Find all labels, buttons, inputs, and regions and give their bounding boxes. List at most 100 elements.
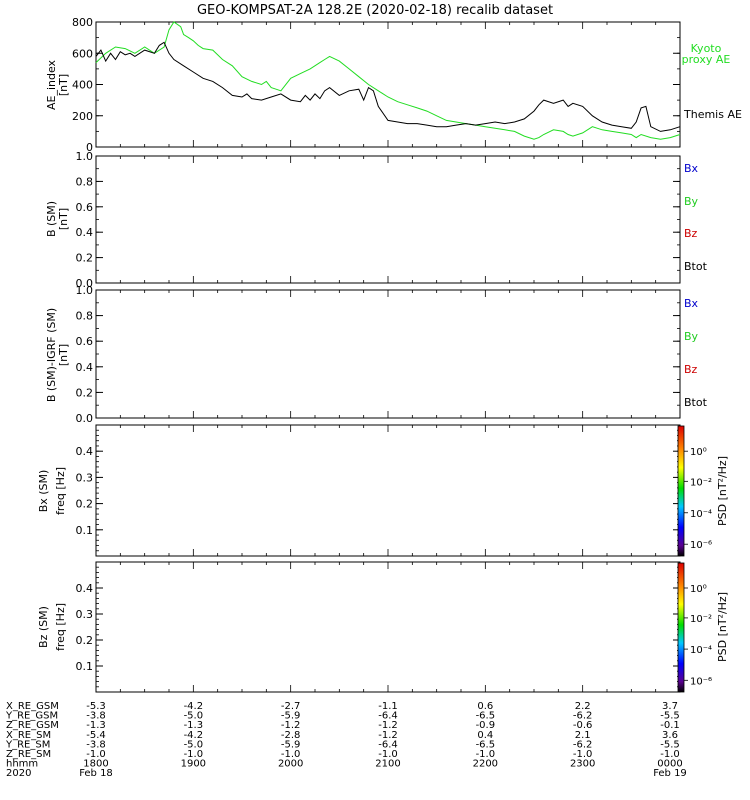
bigrf-ticks [95, 289, 681, 419]
bigrf-panel: 0.0 0.2 0.4 0.6 0.8 1.0 B (SM)-IGRF (SM) [nT]… [45, 284, 708, 425]
bsm-ytick-label: 0.4 [76, 226, 94, 239]
bxpsd-ytick-label: 0.1 [76, 524, 94, 537]
ephemeris-date-end: Feb 19 [653, 768, 687, 779]
ephemeris-value: -1.1 [378, 701, 398, 712]
bigrf-frame [95, 289, 681, 419]
bxpsd-colorbar-tick-label: 10⁰ [690, 447, 707, 458]
bigrf-legend-bx: Bx [684, 297, 699, 310]
bzpsd-colorbar-label: PSD [nT²/Hz] [716, 592, 729, 662]
bxpsd-colorbar-label: PSD [nT²/Hz] [716, 456, 729, 526]
ephemeris-value: -1.0 [86, 749, 106, 760]
ephemeris-value: -1.0 [378, 749, 398, 760]
ephemeris-value: -6.2 [573, 739, 593, 750]
ae-tick-labels: 0 200 400 600 800 [72, 16, 93, 154]
ae-frame [95, 21, 681, 148]
ephemeris-value: -1.2 [281, 720, 301, 731]
bigrf-ylabel: B (SM)-IGRF (SM) [45, 308, 58, 402]
bzpsd-ticks [95, 561, 681, 693]
ephemeris-value: -6.5 [476, 711, 496, 722]
bsm-legend-bz: Bz [684, 227, 698, 240]
ephemeris-value: -1.0 [660, 749, 680, 760]
bzpsd-ytick-label: 0.2 [76, 634, 94, 647]
ae-ytick-label: 0 [86, 141, 93, 154]
bsm-ticks [95, 155, 681, 284]
ephemeris-value: -5.9 [281, 711, 301, 722]
bigrf-ytick-label: 0.4 [76, 361, 94, 374]
ephemeris-value: -1.3 [184, 720, 204, 731]
bxpsd-colorbar-tick-label: 10⁻² [690, 477, 712, 488]
bzpsd-ytick-label: 0.4 [76, 582, 94, 595]
ae-ylabel: AE_index [45, 59, 58, 110]
ephemeris-value: -5.4 [86, 730, 106, 741]
ephemeris-value: -2.8 [281, 730, 301, 741]
ephemeris-value: -1.2 [378, 720, 398, 731]
bigrf-ytick-label: 0.2 [76, 386, 94, 399]
ephemeris-value: 0.6 [477, 701, 493, 712]
bsm-tick-labels: 0.0 0.2 0.4 0.6 0.8 1.0 [76, 150, 94, 290]
ae-ticks [95, 21, 681, 148]
bxpsd-colorbar-ticks: 10⁰ 10⁻² 10⁻⁴ 10⁻⁶ [684, 447, 712, 551]
bsm-frame [95, 155, 681, 284]
bxpsd-colorbar-tick-label: 10⁻⁴ [690, 509, 712, 520]
bigrf-legend-btot: Btot [684, 396, 708, 409]
ephemeris-value: -3.8 [86, 739, 106, 750]
ephemeris-row-label: X_RE_GSM [6, 701, 59, 712]
chart-title: GEO-KOMPSAT-2A 128.2E (2020-02-18) recal… [197, 3, 553, 18]
bzpsd-colorbar-tick-label: 10⁰ [690, 584, 707, 595]
ae-series-kyoto [95, 21, 681, 140]
ephemeris-row-label: Y_RE_GSM [5, 711, 58, 722]
bzpsd-frame [95, 561, 681, 693]
bigrf-yunit: [nT] [57, 344, 70, 366]
bzpsd-tick-labels: 0.1 0.2 0.3 0.4 [76, 582, 94, 673]
bxpsd-ytick-label: 0.4 [76, 445, 94, 458]
ephemeris-value: -5.0 [184, 739, 204, 750]
bsm-yunit: [nT] [57, 208, 70, 230]
ephemeris-value: -5.5 [660, 739, 680, 750]
ephemeris-value: -0.9 [476, 720, 496, 731]
ephemeris-value: 1900 [181, 759, 206, 770]
ephemeris-value: -5.9 [281, 739, 301, 750]
bzpsd-ytick-label: 0.3 [76, 608, 94, 621]
bsm-legend-bx: Bx [684, 162, 699, 175]
bxpsd-ticks [95, 424, 681, 557]
ae-ytick-label: 600 [72, 47, 93, 60]
ephemeris-value: -2.7 [281, 701, 301, 712]
bxpsd-ytick-label: 0.3 [76, 471, 94, 484]
bzpsd-colorbar-tick-label: 10⁻⁶ [690, 676, 712, 687]
ephemeris-value: -3.8 [86, 711, 106, 722]
ephemeris-value: -4.2 [184, 730, 204, 741]
bsm-legend-by: By [684, 195, 699, 208]
ephemeris-value: 2000 [278, 759, 303, 770]
ephemeris-value: -6.4 [378, 739, 398, 750]
bigrf-legend-bz: Bz [684, 363, 698, 376]
ephemeris-value: 3.7 [662, 701, 678, 712]
ephemeris-value: 2.1 [575, 730, 591, 741]
bxpsd-frame [95, 424, 681, 557]
ephemeris-value: -6.2 [573, 711, 593, 722]
bsm-ytick-label: 0.0 [76, 277, 94, 290]
ephemeris-value: -1.2 [378, 730, 398, 741]
bsm-ytick-label: 0.2 [76, 252, 94, 265]
ephemeris-row-label: X_RE_SM [6, 730, 51, 741]
ae-panel: 0 200 400 600 800 AE_index [nT] Kyoto proxy … [45, 16, 742, 154]
ephemeris-value: 2200 [473, 759, 498, 770]
bigrf-legend-by: By [684, 330, 699, 343]
ephemeris-value: -1.0 [476, 749, 496, 760]
ephemeris-value: 2300 [570, 759, 595, 770]
bigrf-tick-labels: 0.0 0.2 0.4 0.6 0.8 1.0 [76, 284, 94, 425]
ephemeris-row-label: hhmm [6, 759, 38, 770]
ephemeris-row-label: Y_RE_SM [5, 739, 50, 750]
bzpsd-yunit: freq [Hz] [54, 603, 67, 651]
bsm-legend-btot: Btot [684, 260, 708, 273]
bxpsd-colorbar [677, 425, 685, 557]
bxpsd-ylabel: Bx (SM) [37, 470, 50, 513]
ae-yunit: [nT] [57, 74, 70, 96]
ephemeris-value: -6.5 [476, 739, 496, 750]
bzpsd-panel: 0.10.20.30.4 Bz (SM) freq [Hz] 10⁰10⁻²10… [37, 561, 729, 693]
bsm-ylabel: B (SM) [45, 201, 58, 237]
bzpsd-ytick-label: 0.1 [76, 660, 94, 673]
bigrf-ytick-label: 1.0 [76, 284, 94, 297]
ephemeris-value: -1.3 [86, 720, 106, 731]
ephemeris-date-start: Feb 18 [79, 768, 113, 779]
